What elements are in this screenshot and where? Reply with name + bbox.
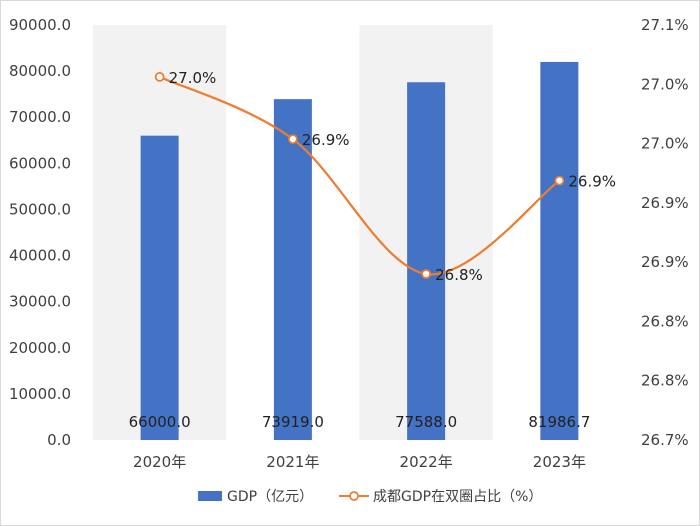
bar-series [140,61,579,441]
bar-data-labels: 66000.0 73919.0 77588.0 81986.7 [129,413,591,431]
left-tick-label: 50000.0 [9,200,71,218]
bar-data-label: 73919.0 [262,413,324,431]
left-axis-ticks: 0.0 10000.0 20000.0 30000.0 40000.0 50000.0 60… [9,16,71,449]
bar-data-label: 77588.0 [395,413,457,431]
left-tick-label: 80000.0 [9,62,71,80]
category-label: 2020年 [133,453,186,471]
right-axis-ticks: 26.7% 26.8% 26.8% 26.9% 26.9% 27.0% 27.0% 27.1% [641,16,689,449]
right-tick-label: 27.0% [641,75,689,93]
line-point [288,134,298,144]
x-axis-ticks: 2020年 2021年 2022年 2023年 [133,453,586,471]
line-data-label: 26.9% [568,173,616,191]
left-tick-label: 60000.0 [9,154,71,172]
legend-swatch-bar [198,491,222,501]
bar [140,135,179,440]
legend-label-line: 成都GDP在双圈占比（%） [373,489,542,505]
right-tick-label: 26.8% [641,372,689,390]
category-label: 2023年 [533,453,586,471]
left-tick-label: 20000.0 [9,339,71,357]
line-series [154,72,565,279]
left-tick-label: 90000.0 [9,16,71,34]
legend-marker-line [349,491,359,501]
line-data-labels: 27.0% 26.9% 26.8% 26.9% [169,69,616,284]
line-point [554,175,565,186]
legend-label-bar: GDP（亿元） [227,489,313,505]
line-data-label: 26.9% [302,131,350,149]
right-tick-label: 27.0% [641,135,689,153]
line-data-label: 26.8% [435,266,483,284]
right-tick-label: 26.8% [641,312,689,330]
left-tick-label: 0.0 [47,431,71,449]
right-tick-label: 27.1% [641,16,689,34]
legend: GDP（亿元） 成都GDP在双圈占比（%） [198,489,542,505]
line-point [154,72,165,82]
bar [273,99,312,440]
left-tick-label: 30000.0 [9,293,71,311]
right-tick-label: 26.9% [641,194,689,212]
left-tick-label: 40000.0 [9,247,71,265]
left-tick-label: 70000.0 [9,108,71,126]
left-tick-label: 10000.0 [9,385,71,403]
line-data-label: 27.0% [169,69,217,87]
line-point [421,269,431,279]
series-line [159,75,561,276]
bar [407,82,446,441]
bar-data-label: 81986.7 [528,413,590,431]
category-label: 2022年 [400,453,453,471]
right-tick-label: 26.7% [641,431,689,449]
right-tick-label: 26.9% [641,253,689,271]
category-label: 2021年 [266,453,319,471]
bar [540,61,579,440]
bar-data-label: 66000.0 [129,413,191,431]
